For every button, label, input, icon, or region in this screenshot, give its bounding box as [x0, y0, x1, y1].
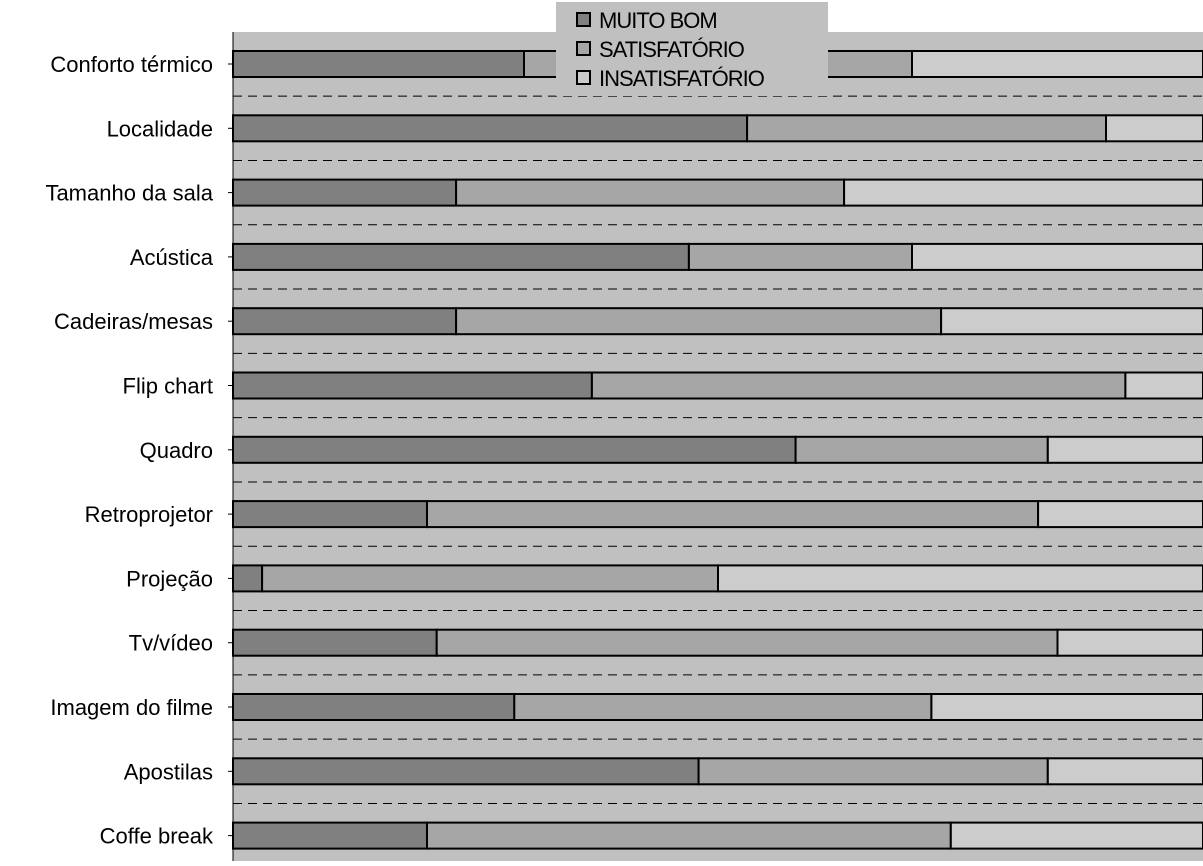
- bar-segment: [456, 308, 941, 334]
- bar-segment: [233, 51, 524, 77]
- y-tick-label: Tv/vídeo: [129, 631, 213, 656]
- y-tick-label: Tamanho da sala: [45, 181, 213, 206]
- legend-label: MUITO BOM: [599, 8, 717, 33]
- bar-segment: [718, 565, 1203, 591]
- bar-segment: [796, 437, 1048, 463]
- y-tick-label: Imagem do filme: [50, 695, 213, 720]
- bar-segment: [233, 308, 456, 334]
- bar-segment: [233, 823, 427, 849]
- legend-swatch: [577, 71, 590, 84]
- bar-segment: [437, 630, 1058, 656]
- bar-segment: [233, 758, 699, 784]
- bar-segment: [233, 373, 592, 399]
- bar-segment: [1125, 373, 1203, 399]
- bar-segment: [689, 244, 912, 270]
- y-tick-label: Apostilas: [124, 759, 213, 784]
- y-tick-label: Flip chart: [123, 374, 213, 399]
- y-tick-label: Retroprojetor: [85, 502, 213, 527]
- bar-segment: [233, 565, 262, 591]
- y-tick-label: Coffe break: [100, 824, 214, 849]
- legend-label: SATISFATÓRIO: [599, 37, 745, 62]
- bar-segment: [699, 758, 1048, 784]
- bar-segment: [1106, 115, 1203, 141]
- bar-segment: [233, 244, 689, 270]
- bar-segment: [941, 308, 1203, 334]
- bar-segment: [1048, 437, 1203, 463]
- bar-segment: [262, 565, 718, 591]
- y-tick-label: Quadro: [140, 438, 213, 463]
- bar-segment: [427, 501, 1038, 527]
- bar-segment: [1058, 630, 1203, 656]
- legend-swatch: [577, 13, 590, 26]
- bar-segment: [233, 437, 796, 463]
- legend-label: INSATISFATÓRIO: [599, 66, 765, 91]
- bar-segment: [844, 180, 1203, 206]
- legend-swatch: [577, 42, 590, 55]
- bar-segment: [456, 180, 844, 206]
- bar-segment: [427, 823, 951, 849]
- y-tick-label: Projeção: [126, 566, 213, 591]
- bar-segment: [233, 501, 427, 527]
- y-tick-label: Localidade: [107, 116, 213, 141]
- y-tick-label: Cadeiras/mesas: [54, 309, 213, 334]
- bar-segment: [514, 694, 931, 720]
- bar-segment: [1038, 501, 1203, 527]
- bar-segment: [233, 115, 747, 141]
- bar-segment: [747, 115, 1106, 141]
- bar-segment: [951, 823, 1203, 849]
- y-tick-label: Acústica: [130, 245, 214, 270]
- bar-segment: [233, 694, 514, 720]
- bar-segment: [1048, 758, 1203, 784]
- bar-segment: [931, 694, 1203, 720]
- bar-segment: [592, 373, 1126, 399]
- bar-segment: [912, 51, 1203, 77]
- bar-segment: [912, 244, 1203, 270]
- y-tick-label: Conforto térmico: [50, 52, 213, 77]
- bar-segment: [233, 180, 456, 206]
- legend: MUITO BOM SATISFATÓRIO INSATISFATÓRIO: [556, 2, 828, 96]
- bar-segment: [233, 630, 437, 656]
